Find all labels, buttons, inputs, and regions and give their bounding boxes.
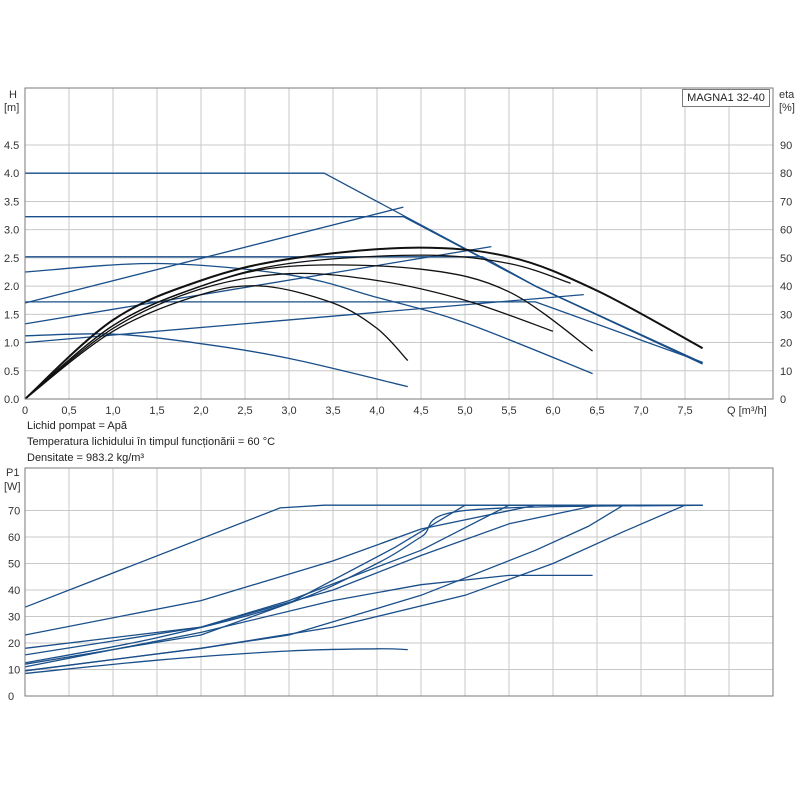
power-y-tick-label: 20: [8, 638, 20, 650]
flow-x-tick-label: 1,0: [105, 405, 120, 417]
flow-x-tick-label: 7,0: [633, 405, 648, 417]
power-y-tick-label: 60: [8, 532, 20, 544]
head-y-tick-label: 3.5: [4, 196, 19, 208]
flow-x-tick-label: 3,5: [325, 405, 340, 417]
head-chart-frame: [24, 87, 774, 400]
flow-x-tick-label: 0: [22, 405, 28, 417]
info-liquid-temperature: Temperatura lichidului în timpul funcțio…: [27, 436, 276, 448]
head-y-tick-label: 1.0: [4, 338, 19, 350]
head-y-tick-label: 2.0: [4, 281, 19, 293]
eta-y-tick-label: 40: [780, 281, 792, 293]
eta-y-tick-label: 80: [780, 168, 792, 180]
flow-x-tick-label: 6,5: [589, 405, 604, 417]
flow-x-tick-label: 2,5: [237, 405, 252, 417]
eta-y-tick-label: 10: [780, 366, 792, 378]
head-pump-curve: [25, 216, 703, 364]
power-y-tick-label: 0: [8, 691, 14, 703]
power-y-tick-label: 40: [8, 585, 20, 597]
power-y-tick-label: 70: [8, 506, 20, 518]
head-chart-axes: 0.0 0.5 1.0 1.5 2.0 2.5 3.0 3.5 4.0 4.5 0 10 20 30 40 5…: [4, 87, 795, 417]
flow-x-tick-label: 5,5: [501, 405, 516, 417]
power-y-tick-label: 10: [8, 665, 20, 677]
power-y-tick-label: 50: [8, 559, 20, 571]
power-axis-unit: [W]: [4, 481, 21, 493]
eta-y-tick-label: 20: [780, 338, 792, 350]
eta-y-tick-label: 90: [780, 140, 792, 152]
head-pump-curve: [25, 301, 703, 363]
info-density: Densitate = 983.2 kg/m³: [27, 452, 145, 464]
eta-axis-unit: [%]: [779, 102, 795, 114]
head-y-tick-label: 4.5: [4, 140, 19, 152]
pump-model-label: MAGNA1 32-40: [682, 89, 770, 107]
flow-x-tick-label: 4,0: [369, 405, 384, 417]
power-curve: [24, 504, 703, 656]
flow-x-tick-label: 6,0: [545, 405, 560, 417]
eta-y-tick-label: 70: [780, 196, 792, 208]
flow-x-tick-label: 1,5: [149, 405, 164, 417]
flow-x-tick-label: 0,5: [61, 405, 76, 417]
info-pumped-liquid: Lichid pompat = Apă: [27, 420, 127, 432]
flow-x-tick-label: 3,0: [281, 405, 296, 417]
head-pump-curve: [24, 293, 584, 344]
power-curve: [24, 504, 703, 672]
head-y-tick-label: 0.0: [4, 394, 19, 406]
head-system-curve: [24, 246, 704, 400]
head-axis-unit: [m]: [4, 102, 19, 114]
flow-x-tick-label: 2,0: [193, 405, 208, 417]
eta-y-tick-label: 0: [780, 394, 786, 406]
head-y-tick-label: 4.0: [4, 168, 19, 180]
head-y-tick-label: 2.5: [4, 253, 19, 265]
head-axis-label: H: [9, 89, 17, 101]
power-curve: [24, 648, 408, 675]
head-system-curve: [24, 285, 409, 400]
power-y-tick-label: 30: [8, 612, 20, 624]
power-curve: [24, 504, 703, 672]
power-curve: [24, 574, 593, 668]
head-chart-grid: [25, 88, 773, 399]
eta-axis-label: eta: [779, 89, 795, 101]
head-chart-curves: [24, 172, 704, 400]
head-pump-curve: [24, 262, 593, 375]
power-chart-axes: 0 10 20 30 40 50 60 70 P1 [W]: [4, 467, 774, 703]
eta-y-tick-label: 50: [780, 253, 792, 265]
flow-x-tick-label: 5,0: [457, 405, 472, 417]
eta-y-tick-label: 60: [780, 225, 792, 237]
head-system-curve: [24, 272, 554, 400]
head-pump-curve: [25, 256, 703, 364]
power-curve: [24, 504, 703, 608]
head-y-tick-label: 0.5: [4, 366, 19, 378]
power-curve: [24, 504, 703, 665]
eta-y-tick-label: 30: [780, 309, 792, 321]
power-chart-frame: [24, 467, 774, 697]
power-chart-curves: [24, 504, 703, 675]
head-system-curve: [24, 264, 593, 400]
power-curve: [24, 504, 703, 649]
head-y-tick-label: 1.5: [4, 309, 19, 321]
flow-axis-label: Q [m³/h]: [727, 405, 767, 417]
head-pump-curve: [24, 333, 408, 388]
flow-x-tick-label: 7,5: [677, 405, 692, 417]
flow-x-tick-label: 4,5: [413, 405, 428, 417]
power-axis-label: P1: [6, 467, 19, 479]
head-pump-curve: [24, 206, 404, 304]
head-y-tick-label: 3.0: [4, 225, 19, 237]
power-curve: [24, 504, 703, 664]
